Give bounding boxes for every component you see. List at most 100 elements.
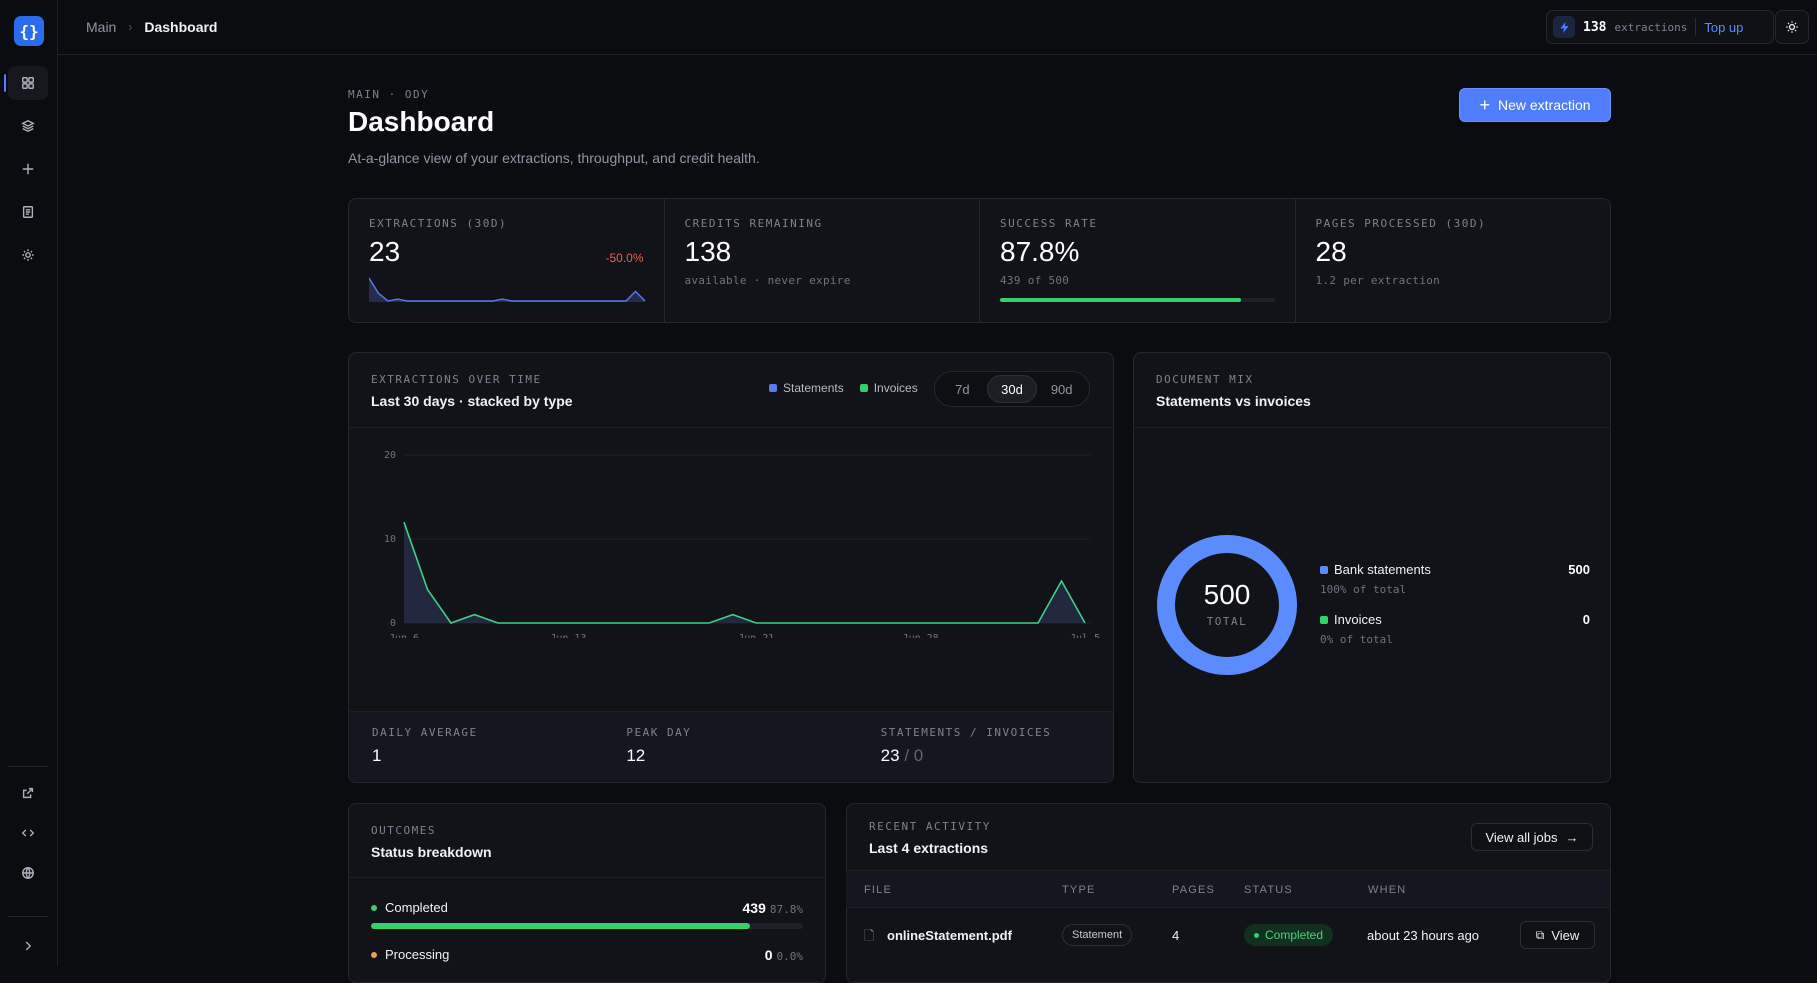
range-90d[interactable]: 90d	[1050, 381, 1073, 397]
top-bar: Main › Dashboard	[58, 0, 1817, 55]
sparkline-area	[369, 278, 645, 302]
row-type-badge: Statement	[1062, 924, 1133, 946]
mix-legend-label: Invoices	[1334, 612, 1382, 627]
chevron-right-icon: ›	[128, 20, 133, 34]
outcome-label: Processing	[385, 947, 450, 962]
row-view-button[interactable]: ⧉ View	[1520, 921, 1595, 949]
view-all-jobs-button[interactable]: View all jobs →	[1471, 823, 1593, 851]
column-when: WHEN	[1368, 884, 1407, 896]
outcome-name: Processing	[371, 947, 803, 962]
column-status: STATUS	[1244, 884, 1293, 896]
legend-invoices-label: Invoices	[873, 381, 918, 395]
sidebar-item-layers[interactable]	[8, 109, 48, 143]
outcome-count-value: 439	[742, 900, 766, 916]
mix-legend-name: Invoices	[1320, 612, 1590, 627]
mix-legend-share: 0% of total	[1320, 633, 1393, 646]
panel-title: Statements vs invoices	[1156, 393, 1311, 409]
sidebar-item-language[interactable]	[8, 856, 48, 890]
new-extraction-button[interactable]: + New extraction	[1459, 88, 1611, 122]
x-tick-label: Jul 5	[1070, 633, 1100, 638]
file-icon: 🗋	[864, 928, 875, 943]
divider	[1134, 427, 1610, 428]
breadcrumb-root[interactable]: Main	[86, 19, 117, 35]
document-icon	[22, 206, 34, 218]
outcome-count: 0 0.0%	[765, 947, 803, 963]
plus-icon: +	[1479, 95, 1490, 115]
legend-statements-label: Statements	[783, 381, 844, 395]
peak-day: PEAK DAY 12	[604, 712, 858, 781]
sidebar-item-dashboard[interactable]	[4, 66, 48, 100]
daily-average-label: DAILY AVERAGE	[372, 726, 478, 739]
success-progress-fill	[1000, 298, 1242, 302]
peak-day-label: PEAK DAY	[626, 726, 692, 739]
sidebar-item-documents[interactable]	[8, 195, 48, 229]
range-7d[interactable]: 7d	[955, 381, 970, 397]
daily-average: DAILY AVERAGE 1	[350, 712, 604, 781]
row-status-label: Completed	[1265, 928, 1324, 942]
sidebar-item-settings[interactable]	[8, 238, 48, 272]
panel-header: RECENT ACTIVITY Last 4 extractions	[869, 820, 991, 856]
extractions-sparkline	[369, 277, 645, 302]
y-tick-label: 10	[384, 534, 396, 545]
page-subtitle: At-a-glance view of your extractions, th…	[348, 150, 760, 166]
document-mix-panel: DOCUMENT MIX Statements vs invoices 500 …	[1133, 352, 1611, 783]
panel-title: Status breakdown	[371, 844, 492, 860]
panel-title: Last 4 extractions	[869, 840, 989, 856]
outcome-count: 439 87.8%	[743, 900, 803, 916]
panel-eyebrow: EXTRACTIONS OVER TIME	[371, 373, 542, 386]
mix-legend-statements: Bank statements 500 100% of total	[1320, 562, 1590, 596]
stat-note: 439 of 500	[1000, 274, 1070, 287]
x-tick-label: Jun 13	[550, 633, 586, 638]
theme-toggle-button[interactable]	[1775, 10, 1809, 44]
x-tick-label: Jun 28	[903, 633, 939, 638]
logo[interactable]: {}	[14, 16, 44, 46]
outcomes-panel: OUTCOMES Status breakdown Completed 439 8…	[348, 803, 826, 983]
donut-total-label: TOTAL	[1206, 615, 1248, 628]
range-30d[interactable]: 30d	[986, 375, 1038, 403]
split-statements: 23	[880, 746, 900, 765]
chart-legend: Statements Invoices	[769, 381, 918, 395]
stat-value: 138	[684, 236, 732, 267]
donut-total: 500	[1203, 579, 1251, 610]
credits-pill: 138 extractions Top up	[1546, 10, 1774, 44]
mix-legend-invoices: Invoices 0 0% of total	[1320, 612, 1590, 646]
row-file-name[interactable]: onlineStatement.pdf	[887, 928, 1012, 943]
y-tick-label: 20	[384, 450, 396, 461]
chart-footer: DAILY AVERAGE 1 PEAK DAY 12 STATEMENTS /…	[350, 711, 1113, 781]
outcome-bar-track	[371, 923, 803, 929]
credits-unit: extractions	[1614, 20, 1688, 34]
sidebar-item-api[interactable]	[8, 816, 48, 850]
new-extraction-label: New extraction	[1497, 97, 1591, 113]
outcome-count-value: 0	[764, 947, 773, 963]
daily-average-value: 1	[372, 746, 382, 765]
split-label: STATEMENTS / INVOICES	[880, 726, 1052, 739]
stat-label: SUCCESS RATE	[1000, 217, 1098, 230]
donut-center: 500 TOTAL	[1156, 579, 1298, 628]
sidebar-item-new[interactable]	[8, 152, 48, 186]
mix-legend-value: 0	[1582, 612, 1590, 627]
legend-invoices: Invoices	[859, 381, 918, 395]
peak-day-value: 12	[626, 746, 646, 765]
sidebar-expand-button[interactable]	[8, 929, 48, 963]
extractions-over-time-panel: EXTRACTIONS OVER TIME Last 30 days · sta…	[348, 352, 1114, 783]
stat-value: 23	[369, 236, 401, 267]
column-file: FILE	[864, 884, 893, 896]
bolt-icon	[1553, 16, 1575, 38]
arrow-right-icon: →	[1565, 829, 1579, 845]
sidebar-item-external[interactable]	[8, 776, 48, 810]
range-selector: 7d 30d 90d	[934, 371, 1090, 407]
sparkline-line	[369, 277, 645, 302]
globe-icon	[22, 867, 34, 879]
mix-legend-share: 100% of total	[1320, 583, 1407, 596]
code-icon	[21, 829, 35, 837]
x-tick-label: Jun 6	[389, 633, 419, 638]
external-link-icon: ⧉	[1535, 927, 1545, 942]
divider	[349, 877, 825, 878]
panel-eyebrow: RECENT ACTIVITY	[869, 820, 991, 833]
chevron-right-icon	[25, 941, 32, 951]
top-up-link[interactable]: Top up	[1704, 19, 1744, 35]
table-header: FILE TYPE PAGES STATUS WHEN	[846, 870, 1610, 908]
stat-value: 87.8%	[1000, 236, 1080, 267]
stat-success-rate: SUCCESS RATE 87.8% 439 of 500	[980, 199, 1296, 322]
mix-legend-label: Bank statements	[1334, 562, 1431, 577]
